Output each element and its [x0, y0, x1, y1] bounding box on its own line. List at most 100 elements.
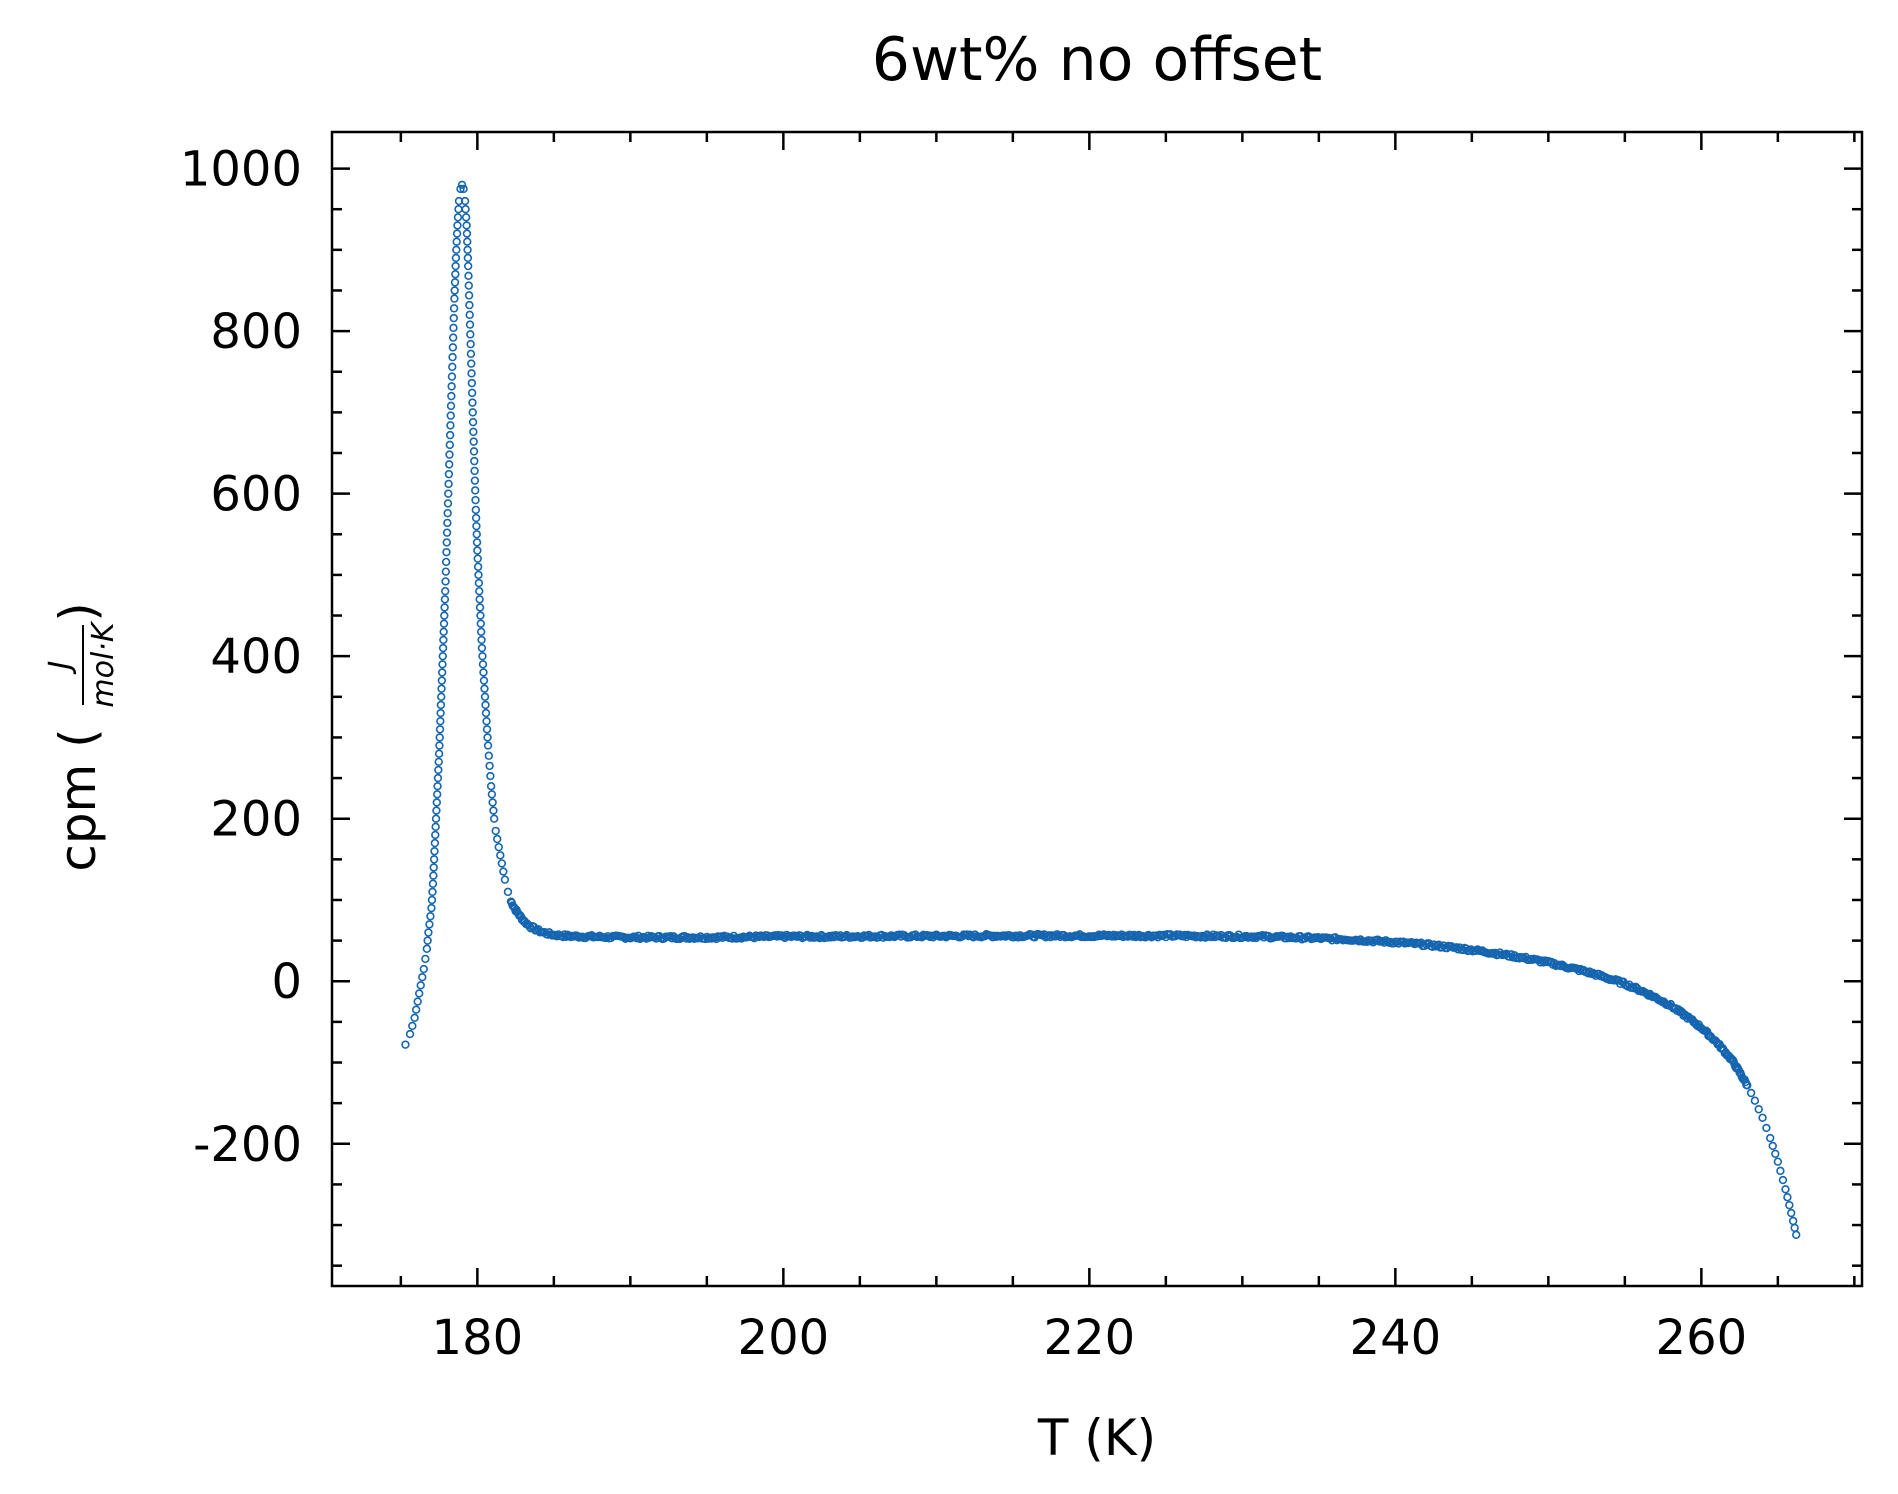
data-point	[413, 997, 422, 1006]
data-point	[401, 1040, 410, 1049]
data-point	[477, 643, 487, 653]
data-point	[444, 479, 453, 489]
data-point	[1758, 1113, 1767, 1122]
data-point	[459, 184, 468, 194]
data-point	[471, 495, 480, 505]
data-point	[446, 401, 456, 411]
data-point	[434, 765, 443, 775]
data-point	[483, 741, 493, 750]
data-points	[401, 180, 1801, 1240]
data-point	[448, 352, 457, 362]
data-point	[469, 437, 478, 446]
data-point	[491, 826, 500, 836]
data-point	[1765, 1133, 1775, 1143]
data-point	[462, 229, 472, 238]
data-point	[467, 369, 476, 378]
data-point	[1787, 1208, 1796, 1218]
data-point	[449, 323, 458, 333]
data-point	[503, 887, 513, 897]
data-point	[461, 213, 471, 222]
data-point	[473, 562, 483, 571]
data-point	[467, 388, 477, 398]
data-point	[480, 684, 489, 693]
data-point	[457, 180, 467, 190]
data-point	[462, 221, 471, 230]
data-point	[451, 270, 460, 279]
data-point	[442, 528, 452, 537]
data-point	[1792, 1230, 1801, 1240]
data-point	[443, 508, 452, 518]
data-point	[430, 847, 439, 856]
data-point	[487, 790, 497, 799]
data-point	[472, 521, 481, 531]
data-point	[430, 838, 440, 848]
data-point	[486, 771, 495, 781]
data-point	[442, 547, 451, 557]
data-point	[471, 505, 481, 515]
data-point	[480, 692, 490, 702]
data-point	[444, 489, 453, 498]
data-point	[445, 440, 455, 450]
data-point	[453, 213, 463, 222]
data-point	[444, 469, 454, 479]
data-point	[422, 944, 432, 953]
data-point	[475, 603, 485, 612]
data-point	[472, 538, 482, 547]
data-point	[447, 391, 456, 401]
data-point	[405, 1029, 415, 1039]
data-point	[494, 842, 503, 852]
data-point	[433, 781, 442, 791]
data-point	[434, 749, 444, 758]
data-point	[472, 530, 481, 539]
data-point	[1746, 1088, 1756, 1098]
data-point	[453, 221, 462, 230]
data-point	[465, 300, 474, 310]
data-point	[452, 245, 461, 255]
data-point	[460, 196, 470, 206]
data-point	[448, 333, 458, 342]
data-point	[489, 814, 499, 823]
plot-frame	[330, 130, 1864, 1288]
data-point	[429, 863, 438, 872]
data-point	[427, 895, 437, 905]
data-point	[463, 253, 473, 263]
data-point	[467, 378, 477, 388]
data-point	[445, 430, 455, 440]
data-point	[476, 619, 485, 628]
data-point	[442, 538, 451, 547]
data-point	[440, 595, 450, 604]
data-point	[500, 875, 510, 884]
y-tick-label: 400	[210, 629, 302, 685]
data-point	[421, 954, 430, 964]
data-point	[497, 859, 507, 868]
data-point	[410, 1013, 419, 1023]
data-point	[429, 871, 438, 880]
data-point	[435, 733, 444, 742]
data-point	[415, 989, 424, 998]
data-point	[441, 577, 450, 586]
data-point	[1781, 1185, 1790, 1194]
y-tick-label: 200	[210, 792, 302, 848]
data-point	[1628, 982, 1637, 992]
data-point	[435, 741, 444, 750]
data-point	[443, 518, 452, 528]
data-point	[470, 466, 479, 476]
data-point	[434, 757, 443, 767]
data-point	[454, 205, 463, 214]
data-point	[419, 964, 428, 974]
data-point	[446, 411, 455, 420]
data-point	[423, 936, 432, 945]
data-point	[456, 184, 465, 194]
data-point	[499, 867, 508, 876]
data-point	[469, 427, 478, 437]
data-point	[470, 456, 479, 466]
data-point	[450, 286, 459, 295]
x-tick-label: 200	[738, 1310, 830, 1366]
data-point	[452, 229, 462, 238]
data-point	[464, 281, 473, 290]
data-point	[441, 557, 451, 567]
data-point	[483, 733, 492, 742]
data-point	[1773, 1157, 1783, 1166]
data-point	[443, 499, 453, 508]
